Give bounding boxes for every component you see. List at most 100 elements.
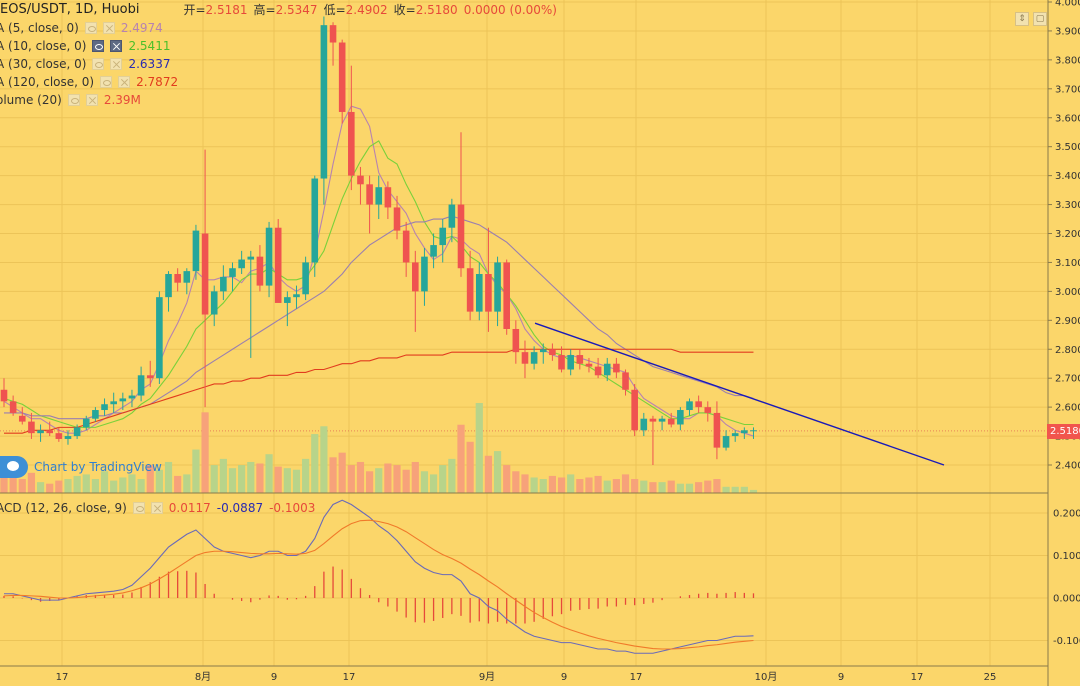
close-icon[interactable] xyxy=(102,22,115,34)
macd-pane xyxy=(3,499,755,654)
candle-body xyxy=(357,175,364,185)
eye-icon[interactable] xyxy=(67,94,80,106)
volume-bar xyxy=(46,483,54,493)
candle-body xyxy=(348,111,355,176)
candle-body xyxy=(741,430,748,434)
volume-bar xyxy=(283,468,291,493)
candle-body xyxy=(156,297,163,379)
volume-bar xyxy=(512,471,520,493)
change-value: 0.0000 (0.00%) xyxy=(463,3,557,17)
candlesticks xyxy=(0,16,757,465)
volume-bar xyxy=(493,451,502,493)
eye-icon[interactable] xyxy=(132,502,145,514)
volume-bar xyxy=(457,424,465,493)
ma-line xyxy=(3,140,754,428)
tradingview-logo-icon xyxy=(0,456,28,478)
symbol-title[interactable]: EOS/USDT, 1D, Huobi xyxy=(0,2,140,17)
close-icon[interactable] xyxy=(150,502,163,514)
indicator-legend-volume[interactable]: olume (20) 2.39M xyxy=(0,92,141,108)
candle-body xyxy=(55,433,63,439)
volume-bar xyxy=(420,471,429,493)
close-icon[interactable] xyxy=(118,76,131,88)
trendline-segment xyxy=(534,322,945,466)
volume-bar xyxy=(320,426,328,493)
candle-body xyxy=(677,410,684,425)
close-label: 收= xyxy=(393,3,416,17)
volume-bar xyxy=(731,486,739,493)
indicator-value: 2.5411 xyxy=(128,39,171,53)
price-tick-label: 3.7000 xyxy=(1055,84,1080,95)
candle-body xyxy=(165,274,172,298)
volume-bar xyxy=(347,465,355,493)
volume-bar xyxy=(393,465,401,493)
candle-body xyxy=(485,274,492,312)
high-label: 高= xyxy=(253,3,276,17)
volume-bar xyxy=(219,458,227,493)
close-icon[interactable] xyxy=(110,58,123,70)
volume-bar xyxy=(100,471,109,493)
volume-bar xyxy=(631,479,639,493)
price-tick-label: 3.9000 xyxy=(1055,26,1080,37)
candle-body xyxy=(457,204,465,269)
candle-body xyxy=(18,415,26,422)
volume-bar xyxy=(612,479,620,493)
volume-bar xyxy=(64,479,72,493)
indicator-label: A (120, close, 0) xyxy=(0,75,95,89)
volume-bar xyxy=(740,486,748,493)
indicator-legend-ma5[interactable]: A (5, close, 0) 2.4974 xyxy=(0,20,163,36)
candle-body xyxy=(338,42,346,112)
candle-body xyxy=(146,375,154,379)
date-tick-label: 25 xyxy=(984,672,997,683)
eye-icon[interactable] xyxy=(100,76,113,88)
date-tick-label: 17 xyxy=(56,672,69,683)
volume-bar xyxy=(685,483,694,493)
candle-body xyxy=(64,436,72,439)
macd-value-3: -0.1003 xyxy=(269,501,316,515)
candle-body xyxy=(284,297,291,303)
indicator-legend-ma120[interactable]: A (120, close, 0) 2.7872 xyxy=(0,74,178,90)
candle-body xyxy=(640,418,648,431)
pane-controls: ⇕ ▢ xyxy=(1015,12,1047,26)
indicator-legend-ma30[interactable]: A (30, close, 0) 2.6337 xyxy=(0,56,170,72)
candle-body xyxy=(594,366,602,376)
macd-label: ACD (12, 26, close, 9) xyxy=(0,501,127,515)
volume-bar xyxy=(146,465,154,493)
volume-bar xyxy=(658,482,666,493)
indicator-legend-ma10[interactable]: A (10, close, 0) 2.5411 xyxy=(0,38,170,54)
eye-icon[interactable] xyxy=(84,22,97,34)
tradingview-watermark[interactable]: Chart by TradingView xyxy=(0,456,162,478)
macd-legend[interactable]: ACD (12, 26, close, 9) 0.0117 -0.0887 -0… xyxy=(0,500,315,516)
pane-maximize-icon[interactable]: ▢ xyxy=(1033,12,1047,26)
candle-body xyxy=(220,276,227,292)
volume-bar xyxy=(503,465,511,493)
date-tick-label: 8月 xyxy=(195,671,211,683)
volume-bar xyxy=(228,468,237,493)
ma-line xyxy=(4,348,754,434)
volume-bar xyxy=(594,475,602,493)
date-tick-label: 9 xyxy=(838,672,844,683)
candle-body xyxy=(256,256,264,286)
trendline[interactable] xyxy=(534,322,945,466)
close-icon[interactable] xyxy=(85,94,98,106)
candle-body xyxy=(603,363,611,376)
eye-icon[interactable] xyxy=(92,58,105,70)
candle-body xyxy=(686,401,693,411)
pane-move-icon[interactable]: ⇕ xyxy=(1015,12,1029,26)
close-icon[interactable] xyxy=(110,40,123,52)
price-tick-label: 2.6000 xyxy=(1055,403,1080,414)
volume-bar xyxy=(329,457,337,493)
volume-bar xyxy=(402,469,410,493)
candle-body xyxy=(567,355,574,370)
date-tick-label: 17 xyxy=(343,672,356,683)
signal-line xyxy=(3,519,754,650)
open-label: 开= xyxy=(183,3,206,17)
eye-icon[interactable] xyxy=(92,40,105,52)
volume-bar xyxy=(137,479,145,493)
volume-bar xyxy=(238,465,246,493)
candle-body xyxy=(549,349,556,356)
price-tick-label: 3.4000 xyxy=(1055,171,1080,182)
